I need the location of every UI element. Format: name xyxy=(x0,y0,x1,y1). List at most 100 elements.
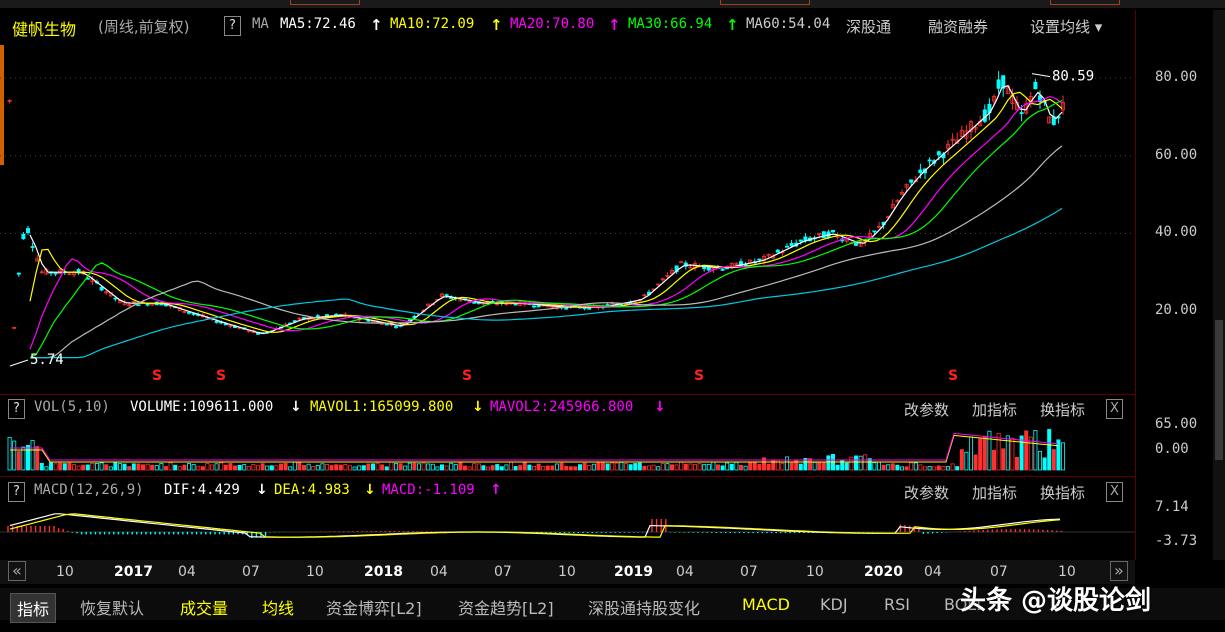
volume-bar xyxy=(946,466,951,471)
macd-chart[interactable] xyxy=(0,502,1135,558)
volume-bar xyxy=(821,462,826,471)
volume-bar xyxy=(913,462,918,471)
macd-indicator-name[interactable]: MACD(12,26,9) xyxy=(34,482,144,498)
time-tick-label: 04 xyxy=(430,564,448,580)
sgt-link[interactable]: 深股通 xyxy=(846,18,892,36)
volume-bar xyxy=(278,463,283,471)
volume-bar xyxy=(660,463,665,471)
candle-body xyxy=(605,304,610,306)
dea-value: DEA:4.983 xyxy=(274,482,350,498)
tab-2[interactable]: 恢复默认 xyxy=(80,599,145,618)
scrollbar[interactable] xyxy=(1213,10,1225,560)
volume-bar xyxy=(292,461,297,471)
volume-bar xyxy=(237,464,242,471)
price-tick-label: 20.00 xyxy=(1155,302,1198,318)
volume-bar xyxy=(582,462,587,471)
volume-bar xyxy=(39,462,44,471)
volume-chart[interactable] xyxy=(0,420,1135,472)
margin-trading-link[interactable]: 融资融券 xyxy=(928,18,989,36)
volume-bar xyxy=(518,465,523,471)
time-tick-label: 10 xyxy=(56,564,74,580)
help-icon[interactable]: ? xyxy=(224,16,241,36)
volume-bar xyxy=(490,465,495,471)
close-icon[interactable]: X xyxy=(1106,399,1123,419)
volume-bar xyxy=(449,462,454,471)
volume-bar xyxy=(559,462,564,471)
add-indicator-button[interactable]: 加指标 xyxy=(972,484,1018,502)
volume-bar xyxy=(58,462,63,471)
tab-11[interactable]: BOLL xyxy=(944,595,986,614)
candle-body xyxy=(656,283,661,286)
signal-marker[interactable]: S xyxy=(694,368,705,384)
volume-bar xyxy=(113,461,118,471)
volume-bar xyxy=(62,463,67,471)
volume-bar xyxy=(1019,435,1024,471)
candle-body xyxy=(25,228,30,233)
signal-marker[interactable]: S xyxy=(948,368,959,384)
volume-bar xyxy=(274,465,279,471)
tab-3[interactable]: 成交量 xyxy=(180,599,229,618)
volume-bar xyxy=(706,464,711,471)
tab-6[interactable]: 资金趋势[L2] xyxy=(458,599,554,618)
help-icon[interactable]: ? xyxy=(8,482,25,502)
candle-body xyxy=(439,293,444,297)
volume-bar xyxy=(541,465,546,471)
volume-bar xyxy=(656,466,661,471)
change-params-button[interactable]: 改参数 xyxy=(904,401,950,419)
signal-marker[interactable]: S xyxy=(216,368,227,384)
close-icon[interactable]: X xyxy=(1106,482,1123,502)
volume-bar xyxy=(67,462,72,471)
volume-bar xyxy=(1005,435,1010,471)
volume-bar xyxy=(702,463,707,471)
tab-4[interactable]: 均线 xyxy=(262,599,295,618)
volume-bar xyxy=(996,432,1001,471)
volume-bar xyxy=(297,462,302,471)
ma5-value: MA5:72.46 xyxy=(280,16,356,32)
volume-bar xyxy=(688,463,693,471)
volume-bar xyxy=(739,464,744,471)
candle-body xyxy=(969,121,974,133)
candle-body xyxy=(918,169,923,174)
volume-bar xyxy=(72,464,77,471)
volume-bar xyxy=(260,463,265,471)
volume-bar xyxy=(186,462,191,471)
volume-bar xyxy=(969,436,974,471)
volume-bar xyxy=(637,462,642,471)
switch-indicator-button[interactable]: 换指标 xyxy=(1040,484,1086,502)
vol-indicator-name[interactable]: VOL(5,10) xyxy=(34,399,110,415)
volume-bar xyxy=(798,463,803,471)
volume-bar xyxy=(283,463,288,471)
volume-bar xyxy=(177,466,182,471)
tab-9[interactable]: KDJ xyxy=(820,595,848,614)
arrow-down-icon: ↓ xyxy=(364,482,376,498)
candle-body xyxy=(1033,81,1038,90)
volume-bar xyxy=(596,462,601,471)
scroll-right-button[interactable]: » xyxy=(1110,561,1128,581)
tab-7[interactable]: 深股通持股变化 xyxy=(588,599,701,618)
ma-settings-dropdown[interactable]: 设置均线 ▾ xyxy=(1030,18,1103,36)
help-icon[interactable]: ? xyxy=(8,399,25,419)
candle-body xyxy=(315,315,320,318)
volume-bar xyxy=(900,466,905,471)
volume-bar xyxy=(877,461,882,471)
volume-bar xyxy=(1033,430,1038,471)
scroll-left-button[interactable]: « xyxy=(8,561,26,581)
volume-bar xyxy=(251,463,256,471)
tab-5[interactable]: 资金博弈[L2] xyxy=(326,599,422,618)
add-indicator-button[interactable]: 加指标 xyxy=(972,401,1018,419)
candle-body xyxy=(7,99,12,102)
stock-name[interactable]: 健帆生物 xyxy=(12,20,77,39)
signal-marker[interactable]: S xyxy=(152,368,163,384)
ma5-line xyxy=(29,84,1063,335)
candle-body xyxy=(228,325,233,328)
price-chart[interactable]: 80.59 5.74 xyxy=(0,40,1135,390)
tab-1[interactable]: 指标 xyxy=(10,593,57,623)
change-params-button[interactable]: 改参数 xyxy=(904,484,950,502)
tab-10[interactable]: RSI xyxy=(884,595,910,614)
tab-8[interactable]: MACD xyxy=(742,595,790,614)
switch-indicator-button[interactable]: 换指标 xyxy=(1040,401,1086,419)
scrollbar-thumb[interactable] xyxy=(1215,320,1223,460)
volume-bar xyxy=(936,465,941,471)
period-label[interactable]: (周线,前复权) xyxy=(98,18,190,36)
signal-marker[interactable]: S xyxy=(462,368,473,384)
